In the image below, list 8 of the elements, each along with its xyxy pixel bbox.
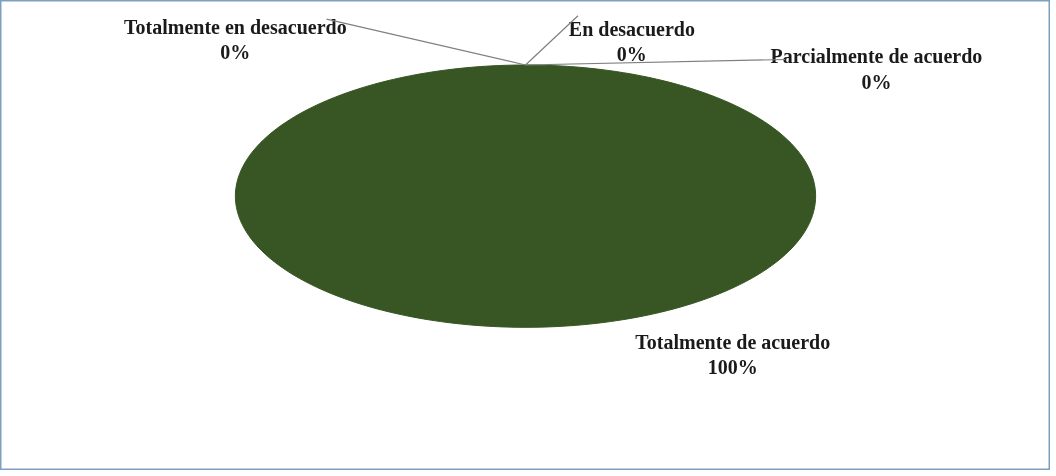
text: 0% — [861, 70, 892, 93]
text: 0% — [616, 43, 647, 66]
data-label: 100% — [707, 355, 758, 378]
text: 0% — [220, 41, 251, 64]
slice-label: Totalmente de acuerdo — [635, 330, 831, 353]
category-label: Parcialmente de acuerdo — [770, 45, 983, 68]
category-label: Totalmente en desacuerdo — [124, 15, 347, 38]
category-label: En desacuerdo — [568, 17, 695, 40]
